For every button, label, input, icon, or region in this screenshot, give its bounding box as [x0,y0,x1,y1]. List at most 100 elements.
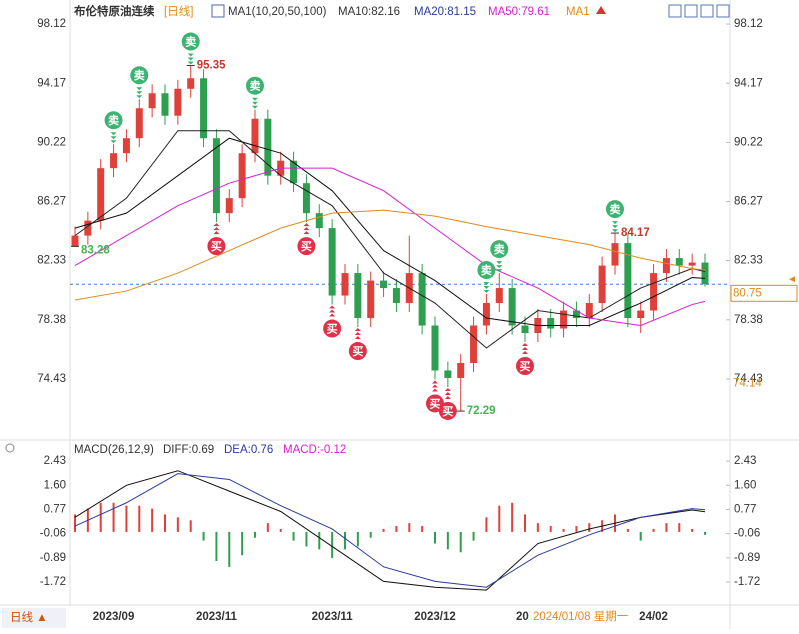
candle-body [457,362,465,378]
y2-tick-label: 90.22 [734,136,763,148]
signal-badge [207,237,226,256]
signal-arrow [521,347,528,351]
macd-diff: DIFF:0.69 [163,444,214,456]
y-tick-label: -0.89 [40,552,66,564]
candle-body [650,273,658,311]
signal-label: 卖 [494,242,505,256]
signal-badge [297,237,316,256]
x-tick-label: 20 [516,611,529,623]
signal-arrow [496,261,503,265]
x-tick-label: 2023/11 [312,611,354,623]
signal-label: 买 [301,240,312,253]
y2-tick-label: 74.43 [734,373,763,385]
candle-body [264,118,272,176]
candle-body [624,243,632,319]
signal-arrow [187,57,194,61]
signal-arrow [329,313,336,317]
candle-body [174,88,182,116]
y2-tick-label: 86.27 [734,196,763,208]
signal-arrow [483,286,490,290]
tool-icon[interactable] [700,4,714,18]
candle-body [161,93,169,116]
candle-body [341,273,349,296]
signal-arrow [611,221,618,225]
signal-badge [438,401,457,420]
candle-body [122,138,130,154]
tool-icon[interactable] [684,4,698,18]
y2-tick-label: 82.33 [734,255,763,267]
signal-arrow [431,384,438,388]
candle-body [290,160,298,184]
signal-arrow [136,87,143,91]
y2-tick-label: 2.43 [734,455,756,467]
ma-icon[interactable] [211,4,225,18]
ma20-label: MA20:81.15 [414,6,476,18]
x-tick-label: 24/02 [639,611,668,623]
y2-tick-label: 78.38 [734,314,763,326]
signal-label: 卖 [134,68,145,82]
signal-arrow [136,91,143,95]
candle-body [470,325,478,363]
candle-body [302,183,310,214]
signal-arrow [187,53,194,57]
candle-body [315,213,323,229]
y-tick-label: 1.60 [44,479,66,491]
candle-body [598,265,606,304]
settings-icon[interactable] [5,443,15,453]
y2-tick-label: 98.12 [734,18,763,30]
signal-label: 卖 [481,263,492,277]
arrow-icon[interactable] [596,6,606,14]
signal-arrow [110,132,117,136]
tool-icon[interactable] [716,4,730,18]
candle-body [380,280,388,289]
signal-arrow [611,225,618,229]
candle-body [354,273,362,319]
signal-arrow [251,97,258,101]
signal-badge [490,240,509,259]
y-tick-label: 82.33 [37,255,66,267]
y2-tick-label: 1.60 [734,479,756,491]
signal-badge [181,32,200,51]
tool-icon[interactable] [668,4,682,18]
signal-badge [348,342,367,361]
candle-body [560,310,568,329]
signal-arrow [329,309,336,313]
candle-body [97,168,105,221]
ma-name: MA1(10,20,50,100) [228,6,327,18]
signal-arrow [444,387,451,391]
ma-line [74,130,706,349]
x-tick-label: 2023/11 [196,611,238,623]
signal-badge [104,111,123,130]
signal-arrow [303,223,310,227]
ma-line [74,167,706,327]
candle-body [637,310,645,319]
signal-arrow [213,223,220,227]
ma-line [74,137,706,327]
candle-body [238,153,246,199]
candle-body [662,258,670,274]
signal-badge [605,200,624,219]
signal-arrow [611,229,618,233]
signal-label: 买 [352,345,363,358]
signal-arrow [496,269,503,273]
signal-label: 卖 [108,113,119,127]
signal-arrow [431,380,438,384]
y-tick-label: 86.27 [37,196,66,208]
signal-arrow [483,282,490,286]
crosshair-label: 2024/01/08 星期一 [533,610,629,623]
y-tick-label: 2.43 [44,455,66,467]
signal-arrow [444,391,451,395]
candle-body [84,220,92,236]
period-button[interactable]: 日线 ▲ [10,610,48,624]
crosshair-box [531,608,637,626]
candle-body [225,198,233,214]
signal-arrow [110,140,117,144]
y-tick-label: 78.38 [37,314,66,326]
y-tick-label: -0.06 [40,528,66,540]
candle-body [431,325,439,371]
extreme-label: 72.29 [467,405,496,417]
period-button-bg[interactable] [2,608,66,628]
y2-tick-label: -1.72 [734,576,760,588]
signal-label: 买 [442,405,453,418]
candle-body [135,108,143,139]
